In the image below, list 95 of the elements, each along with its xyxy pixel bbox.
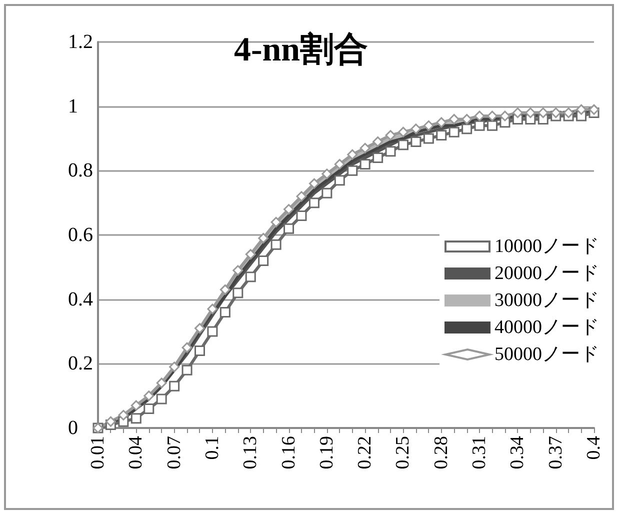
y-tick-label: 1.2 [68,31,93,53]
point [563,108,574,118]
y-tick-label: 1 [68,95,78,118]
x-tick-label: 0.31 [469,436,490,470]
point [398,126,408,138]
point [156,378,167,388]
point [284,223,294,234]
point [474,120,485,131]
point [448,114,460,124]
x-tick-label: 0.25 [392,436,414,470]
point [487,120,498,131]
point [474,110,485,122]
point [448,126,460,138]
point [258,232,269,244]
x-tick-label: 0.16 [278,436,300,470]
point [512,108,523,118]
y-tick-label: 0 [68,417,78,439]
point [385,130,396,141]
point [550,108,562,118]
point [462,124,472,134]
point [462,114,472,124]
x-tick-label: 0.13 [240,436,262,470]
point [118,410,129,420]
legend-label: 10000ノード [494,236,599,257]
x-tick-label: 0.4 [584,436,604,460]
point [576,104,587,115]
point [360,142,370,154]
point [284,204,294,215]
point [334,175,345,186]
legend-label: 30000ノード [494,290,599,311]
point [220,306,230,318]
y-tick-label: 0.8 [68,160,93,182]
point [410,136,422,147]
legend-label: 50000ノード [494,344,599,365]
point [156,394,167,404]
legend-label: 40000ノード [494,317,599,338]
x-tick-label: 0.34 [507,436,528,470]
point [169,362,180,372]
point [347,165,358,176]
point [130,400,142,411]
x-tick-label: 0.07 [164,436,185,470]
point [308,178,320,189]
point [105,416,116,427]
point [347,149,358,160]
x-tick-label: 0.04 [126,436,147,470]
point [270,239,282,250]
x-tick-label: 0.01 [88,436,108,470]
point [258,255,269,266]
point [130,413,142,424]
point [245,249,256,260]
point [232,265,244,276]
point [436,117,447,128]
point [334,158,345,170]
point [182,364,192,376]
x-tick-label: 0.37 [545,436,566,470]
y-tick-label: 0.6 [68,224,93,246]
point [322,168,332,180]
point [372,152,384,164]
point [207,304,218,314]
point [232,288,244,298]
point [296,210,307,221]
point [436,130,447,141]
point [538,108,548,118]
point [296,191,307,202]
x-tick-label: 0.22 [354,436,376,470]
x-tick-label: 0.19 [316,436,338,470]
point [423,133,434,144]
y-tick-label: 0.2 [68,352,93,375]
point [182,342,192,353]
point [500,110,510,122]
point [169,380,180,392]
point [410,124,422,134]
point [385,146,396,157]
point [322,188,332,198]
point [144,390,154,402]
point [194,323,205,334]
y-tick-label: 0.4 [68,288,93,310]
point [308,198,320,208]
x-tick-label: 0.1 [202,436,223,460]
point [270,216,282,228]
point [423,120,434,131]
point [372,136,384,147]
point [194,346,205,356]
point [207,326,218,337]
point [245,272,256,282]
legend-label: 20000ノード [494,263,599,284]
chart-title: 4-nn割合 [234,30,368,68]
point [220,284,230,295]
point [487,110,498,122]
x-tick-label: 0.28 [430,436,452,470]
point [360,158,370,170]
point [588,104,600,115]
point [525,108,536,118]
point [144,403,154,414]
point [398,140,408,150]
